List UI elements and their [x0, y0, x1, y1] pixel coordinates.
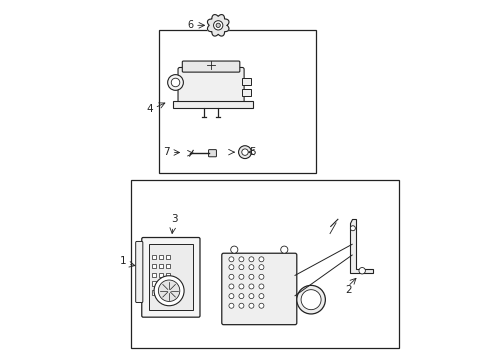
Circle shape: [229, 303, 234, 308]
Text: 2: 2: [346, 285, 352, 295]
Circle shape: [229, 294, 234, 298]
Bar: [159, 273, 163, 277]
Circle shape: [359, 267, 366, 274]
Bar: [166, 264, 171, 268]
Circle shape: [249, 265, 254, 270]
Bar: [159, 282, 163, 286]
FancyBboxPatch shape: [142, 238, 200, 317]
Circle shape: [229, 257, 234, 262]
FancyBboxPatch shape: [222, 253, 297, 325]
Circle shape: [249, 284, 254, 289]
Circle shape: [231, 246, 238, 253]
Bar: [243, 89, 251, 96]
Circle shape: [259, 274, 264, 279]
Circle shape: [249, 303, 254, 308]
Text: 6: 6: [188, 20, 194, 30]
Circle shape: [229, 265, 234, 270]
Circle shape: [171, 78, 180, 87]
Circle shape: [242, 149, 248, 156]
Bar: [166, 282, 171, 286]
FancyBboxPatch shape: [209, 150, 217, 157]
Polygon shape: [350, 219, 373, 273]
Text: 3: 3: [172, 213, 178, 224]
FancyBboxPatch shape: [136, 242, 143, 302]
Bar: [152, 282, 156, 286]
Bar: [243, 78, 251, 85]
Bar: [172, 102, 253, 108]
Text: 1: 1: [120, 256, 126, 266]
Circle shape: [229, 274, 234, 279]
Bar: [159, 291, 163, 295]
Bar: [159, 264, 163, 268]
Bar: [152, 273, 156, 277]
Circle shape: [239, 257, 244, 262]
Bar: [152, 255, 156, 259]
Circle shape: [259, 257, 264, 262]
Circle shape: [239, 303, 244, 308]
Text: 7: 7: [163, 148, 170, 157]
Circle shape: [249, 294, 254, 298]
Circle shape: [249, 257, 254, 262]
Bar: [148, 244, 193, 310]
Circle shape: [259, 284, 264, 289]
Bar: [152, 291, 156, 295]
Circle shape: [216, 23, 220, 27]
Text: 4: 4: [146, 104, 153, 113]
Polygon shape: [207, 14, 229, 36]
Circle shape: [301, 290, 321, 310]
Bar: [166, 291, 171, 295]
Circle shape: [350, 226, 355, 231]
Bar: [131, 180, 398, 348]
Circle shape: [239, 284, 244, 289]
Bar: [159, 255, 163, 259]
Circle shape: [259, 265, 264, 270]
Bar: [159, 30, 317, 173]
FancyBboxPatch shape: [178, 67, 244, 103]
Circle shape: [297, 285, 325, 314]
Circle shape: [259, 294, 264, 298]
Circle shape: [229, 284, 234, 289]
Circle shape: [168, 75, 183, 90]
Circle shape: [259, 303, 264, 308]
FancyBboxPatch shape: [182, 61, 240, 72]
Circle shape: [239, 146, 251, 158]
Circle shape: [281, 246, 288, 253]
Circle shape: [158, 280, 180, 301]
Circle shape: [239, 274, 244, 279]
Bar: [166, 255, 171, 259]
Circle shape: [239, 294, 244, 298]
Circle shape: [154, 276, 184, 306]
Circle shape: [214, 21, 223, 30]
Bar: [152, 264, 156, 268]
Circle shape: [239, 265, 244, 270]
Bar: [166, 273, 171, 277]
Text: 5: 5: [249, 147, 256, 157]
Circle shape: [249, 274, 254, 279]
